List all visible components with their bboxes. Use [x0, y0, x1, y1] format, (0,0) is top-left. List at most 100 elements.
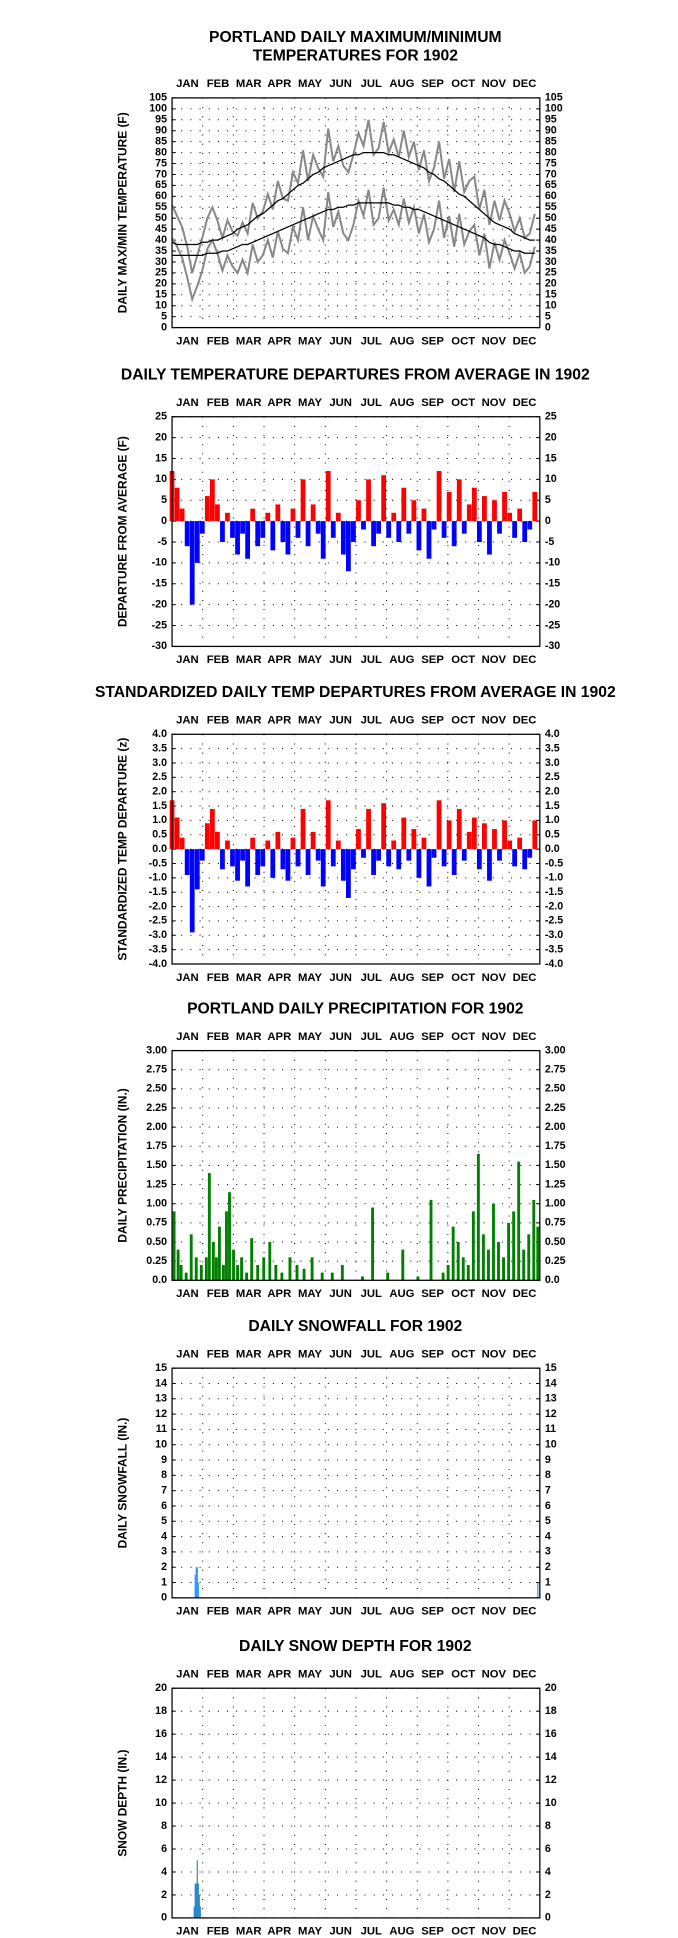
bar: [225, 512, 230, 522]
series-line: [171, 151, 535, 246]
bar: [302, 1268, 306, 1281]
y-tick-label-left: 13: [155, 1393, 167, 1405]
month-label-bottom: AUG: [389, 972, 414, 984]
y-tick-label-left: 2: [161, 1561, 167, 1573]
month-label-top: JUL: [361, 714, 382, 726]
y-tick-label-left: -3.0: [149, 929, 167, 941]
month-label-bottom: MAY: [298, 335, 323, 347]
bar: [250, 1238, 254, 1281]
y-tick-label-right: 1: [545, 1576, 551, 1588]
y-tick-label-left: 12: [155, 1774, 167, 1786]
month-label-top: APR: [267, 714, 291, 726]
bar: [330, 521, 336, 538]
month-label-bottom: MAY: [298, 1606, 323, 1618]
y-tick-label-right: 3.00: [545, 1044, 566, 1056]
bar: [351, 521, 356, 543]
chart-title: PORTLAND DAILY MAXIMUM/MINIMUM: [209, 29, 502, 46]
bar: [401, 487, 407, 522]
bar: [340, 521, 346, 555]
y-tick-label-left: 3.5: [152, 742, 167, 754]
bar: [517, 837, 523, 850]
bar: [270, 849, 276, 878]
y-tick-label-left: 95: [155, 114, 167, 126]
bar: [204, 496, 210, 522]
bar: [199, 849, 205, 861]
y-tick-label-left: -30: [152, 640, 167, 652]
month-label-bottom: JUN: [329, 1606, 352, 1618]
month-label-top: MAY: [298, 397, 323, 409]
month-label-top: MAR: [236, 1668, 262, 1680]
y-tick-label-left: 70: [155, 168, 167, 180]
y-tick-label-left: 3.0: [152, 757, 167, 769]
y-tick-label-left: 1.5: [152, 800, 167, 812]
bar: [250, 508, 256, 522]
month-label-top: AUG: [389, 1031, 414, 1043]
y-tick-label-right: 100: [545, 103, 563, 115]
month-label-bottom: JUN: [329, 654, 352, 666]
bar: [315, 849, 321, 861]
bar: [197, 1883, 199, 1918]
month-label-bottom: JUL: [361, 1606, 382, 1618]
month-label-top: JAN: [176, 1031, 199, 1043]
y-tick-label-right: 5: [545, 494, 551, 506]
month-label-top: APR: [267, 1668, 291, 1680]
y-tick-label-right: 6: [545, 1843, 551, 1855]
bar: [482, 823, 487, 850]
bar: [240, 849, 245, 861]
bar: [426, 849, 432, 887]
bar: [204, 1257, 208, 1281]
month-label-top: APR: [267, 78, 291, 90]
chart-title: DAILY TEMPERATURE DEPARTURES FROM AVERAG…: [121, 366, 590, 383]
bar: [436, 471, 442, 522]
y-tick-label-right: -2.0: [545, 900, 563, 912]
y-tick-label-right: 2: [545, 1561, 551, 1573]
y-axis-label: DEPARTURE FROM AVERAGE (F): [115, 436, 129, 627]
bar: [532, 820, 538, 850]
y-tick-label-right: 90: [545, 125, 557, 137]
y-tick-label-right: 9: [545, 1454, 551, 1466]
chart-title: PORTLAND DAILY PRECIPITATION FOR 1902: [187, 1000, 524, 1017]
month-label-bottom: MAR: [236, 972, 262, 984]
y-tick-label-left: 1.50: [146, 1159, 167, 1171]
bar: [527, 849, 533, 858]
month-label-top: JAN: [176, 397, 199, 409]
month-label-top: MAR: [236, 714, 262, 726]
bar: [481, 1234, 485, 1281]
month-label-top: OCT: [451, 1668, 475, 1680]
bar: [194, 1257, 198, 1281]
plot-frame: [171, 733, 541, 965]
y-tick-label-left: 75: [155, 157, 167, 169]
month-label-bottom: MAR: [236, 1606, 262, 1618]
y-tick-label-right: 1.50: [545, 1159, 566, 1171]
bar: [487, 1249, 490, 1281]
y-tick-label-right: 1.75: [545, 1140, 566, 1152]
month-label-top: MAY: [298, 1668, 323, 1680]
month-label-bottom: DEC: [513, 1288, 537, 1300]
y-tick-label-right: -4.0: [545, 958, 563, 970]
bar: [295, 521, 301, 538]
bar: [211, 1242, 215, 1281]
month-label-bottom: JUL: [361, 335, 382, 347]
bar: [345, 521, 351, 572]
bar: [471, 1211, 475, 1281]
month-label-top: AUG: [389, 397, 414, 409]
bar: [184, 1272, 188, 1281]
y-tick-label-right: 13: [545, 1393, 557, 1405]
y-tick-label-right: 0.0: [545, 843, 560, 855]
bar: [487, 849, 492, 881]
series-line: [171, 187, 536, 303]
bar: [245, 849, 251, 887]
month-label-bottom: JAN: [176, 1926, 199, 1938]
month-label-bottom: JAN: [176, 654, 199, 666]
plot-frame: [171, 1049, 541, 1281]
y-tick-label-right: 10: [545, 473, 557, 485]
month-label-top: MAR: [236, 78, 262, 90]
month-label-bottom: MAR: [236, 654, 262, 666]
month-label-top: DEC: [513, 714, 537, 726]
bar: [179, 508, 185, 522]
bar: [179, 837, 185, 850]
month-label-top: NOV: [482, 1031, 507, 1043]
bar: [421, 837, 427, 850]
bar: [446, 820, 452, 850]
y-tick-label-left: 30: [155, 256, 167, 268]
